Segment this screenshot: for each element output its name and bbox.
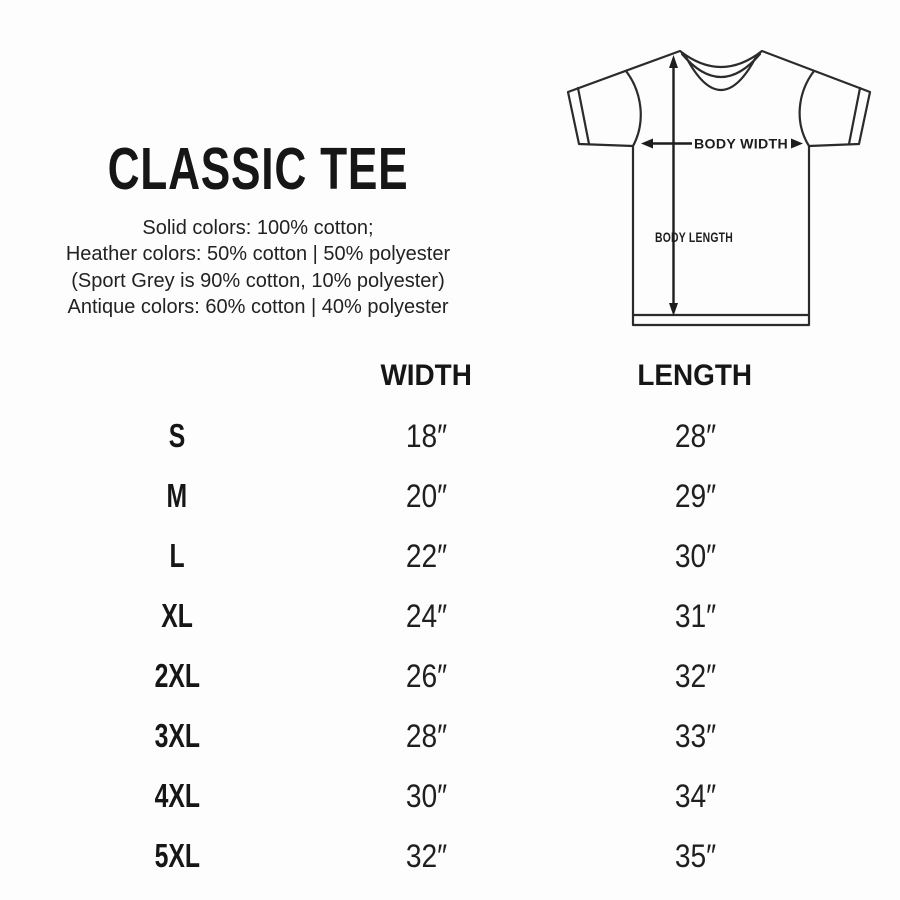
right-armhole-seam	[798, 69, 816, 148]
width-cell: 24″	[405, 597, 447, 634]
size-column-header	[0, 346, 354, 406]
length-column-header: LENGTH	[637, 359, 753, 392]
length-cell: 30″	[674, 537, 716, 574]
product-info: CLASSIC TEE Solid colors: 100% cotton; H…	[30, 139, 486, 320]
length-cell: 34″	[674, 777, 716, 814]
length-cell: 35″	[674, 837, 716, 874]
body-length-arrow	[669, 55, 678, 316]
size-cell: 2XL	[154, 657, 200, 694]
material-line-heather: Heather colors: 50% cotton | 50% polyest…	[65, 243, 451, 266]
length-cell: 28″	[674, 417, 716, 454]
material-description: Solid colors: 100% cotton; Heather color…	[30, 215, 486, 320]
tshirt-outline	[566, 49, 872, 327]
right-cuff-line	[847, 86, 862, 146]
size-table: WIDTH LENGTH S 18″ 28″ M 20″ 29″ L 22″ 3…	[0, 346, 892, 886]
length-cell: 32″	[674, 657, 716, 694]
width-cell: 32″	[405, 837, 447, 874]
size-cell: S	[168, 417, 186, 454]
width-cell: 22″	[405, 537, 447, 574]
body-width-label: BODY WIDTH	[694, 137, 788, 152]
width-column-header: WIDTH	[380, 359, 472, 392]
size-cell: M	[166, 477, 188, 514]
width-cell: 30″	[405, 777, 447, 814]
product-title: CLASSIC TEE	[107, 136, 409, 202]
width-cell: 26″	[405, 657, 447, 694]
left-armhole-seam	[624, 69, 642, 148]
length-cell: 31″	[674, 597, 716, 634]
length-cell: 29″	[674, 477, 716, 514]
body-length-label: BODY LENGTH	[655, 230, 733, 245]
collar-bottom-arc	[684, 55, 758, 92]
tshirt-diagram: BODY WIDTH BODY LENGTH	[545, 22, 895, 347]
size-cell: 5XL	[154, 837, 200, 874]
size-cell: 4XL	[154, 777, 200, 814]
size-cell: L	[169, 537, 185, 574]
width-cell: 28″	[405, 717, 447, 754]
size-cell: 3XL	[154, 717, 200, 754]
size-cell: XL	[161, 597, 193, 634]
material-line-sportgrey: (Sport Grey is 90% cotton, 10% polyester…	[71, 269, 445, 292]
left-cuff-line	[576, 86, 591, 146]
material-line-solid: Solid colors: 100% cotton;	[142, 217, 374, 239]
body-width-arrow	[641, 138, 803, 149]
material-line-antique: Antique colors: 60% cotton | 40% polyest…	[67, 295, 449, 318]
length-cell: 33″	[674, 717, 716, 754]
width-cell: 20″	[405, 477, 447, 514]
width-cell: 18″	[405, 417, 447, 454]
